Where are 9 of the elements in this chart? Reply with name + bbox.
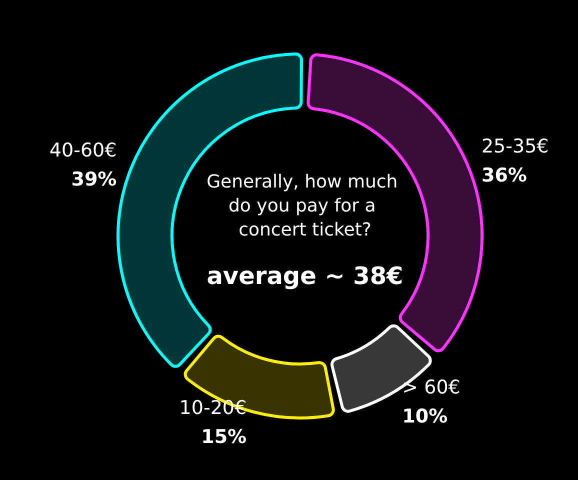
- data-label: 15%: [201, 426, 247, 448]
- text: Generally, how much do you pay for a concert ticket?: [206, 172, 404, 240]
- data-label: 36%: [481, 164, 527, 186]
- data-label: 39%: [71, 168, 117, 191]
- slice-label: 25-35€: [481, 135, 549, 158]
- data-label: 10%: [402, 406, 448, 428]
- slice-label: 40-60€: [49, 140, 117, 162]
- slice-label: 10-20€: [179, 396, 247, 419]
- text: average ~ 38€: [206, 262, 404, 290]
